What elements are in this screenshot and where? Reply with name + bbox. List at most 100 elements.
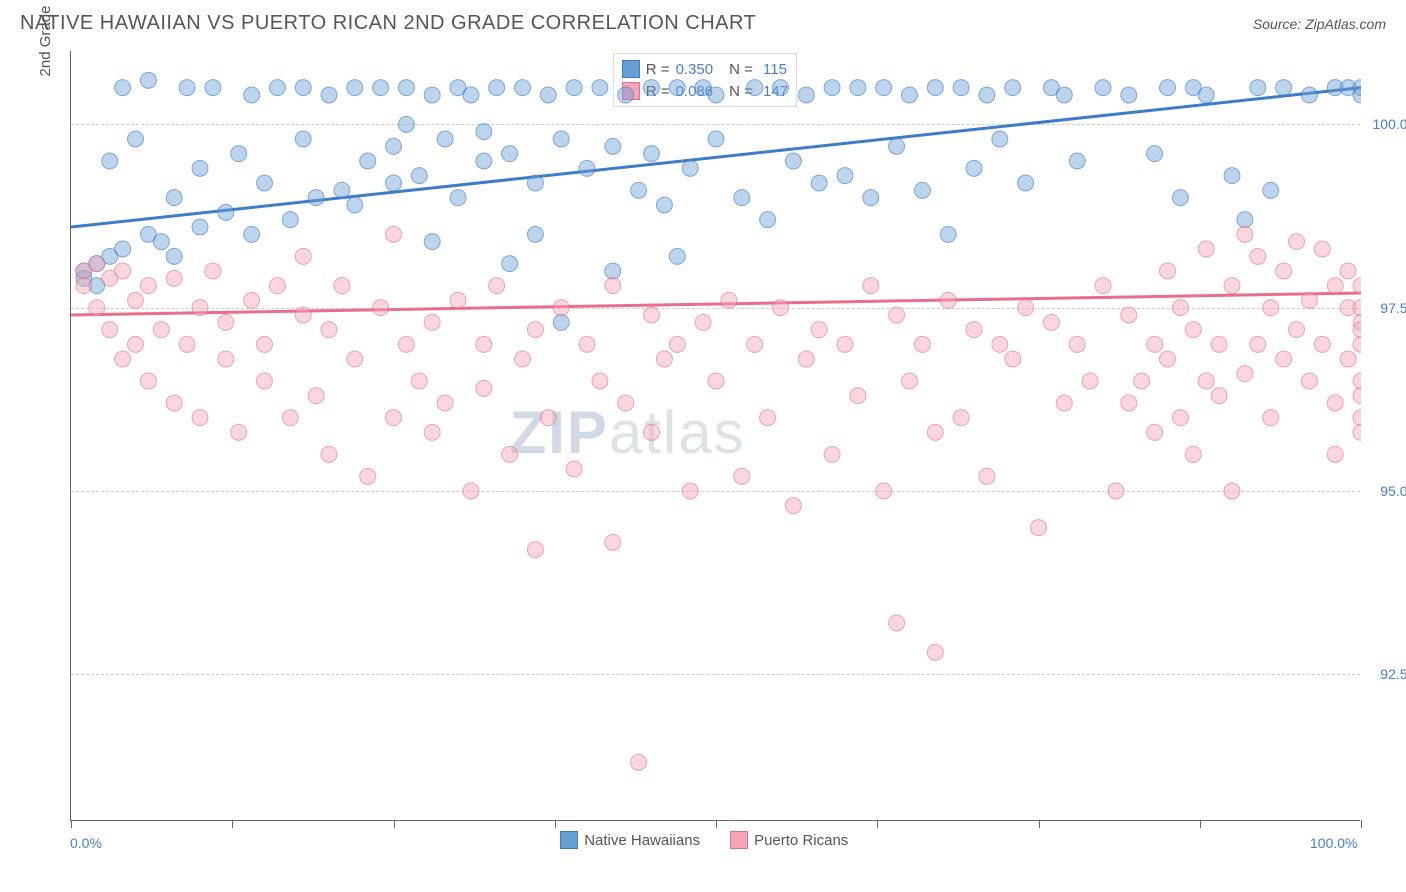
data-point (192, 300, 208, 316)
data-point (979, 87, 995, 103)
data-point (1121, 307, 1137, 323)
y-tick-label: 92.5% (1380, 666, 1406, 682)
data-point (631, 754, 647, 770)
data-point (76, 278, 92, 294)
data-point (876, 80, 892, 96)
data-point (1056, 395, 1072, 411)
legend-item: Native Hawaiians (560, 831, 700, 849)
data-point (476, 380, 492, 396)
data-point (1198, 373, 1214, 389)
data-point (553, 314, 569, 330)
data-point (269, 80, 285, 96)
data-point (850, 80, 866, 96)
data-point (592, 373, 608, 389)
data-point (927, 644, 943, 660)
data-point (1147, 336, 1163, 352)
data-point (1301, 87, 1317, 103)
data-point (1340, 263, 1356, 279)
trend-line (71, 293, 1361, 315)
data-point (579, 160, 595, 176)
data-point (1043, 314, 1059, 330)
data-point (205, 80, 221, 96)
data-point (1198, 241, 1214, 257)
data-point (347, 80, 363, 96)
data-point (115, 351, 131, 367)
x-tick (394, 820, 395, 828)
data-point (1276, 80, 1292, 96)
data-point (450, 190, 466, 206)
data-point (218, 204, 234, 220)
x-tick (555, 820, 556, 828)
data-point (179, 80, 195, 96)
data-point (760, 212, 776, 228)
data-point (386, 175, 402, 191)
data-point (1353, 373, 1361, 389)
data-point (734, 190, 750, 206)
data-point (244, 292, 260, 308)
data-point (1224, 168, 1240, 184)
data-point (902, 373, 918, 389)
data-point (527, 226, 543, 242)
data-point (1069, 153, 1085, 169)
y-tick-label: 97.5% (1380, 300, 1406, 316)
data-point (1301, 292, 1317, 308)
data-point (231, 146, 247, 162)
data-point (1327, 395, 1343, 411)
data-point (1095, 80, 1111, 96)
data-point (1160, 80, 1176, 96)
data-point (798, 351, 814, 367)
data-point (798, 87, 814, 103)
data-point (115, 80, 131, 96)
x-tick (1200, 820, 1201, 828)
data-point (824, 80, 840, 96)
data-point (1263, 182, 1279, 198)
data-point (295, 307, 311, 323)
data-point (295, 248, 311, 264)
data-point (102, 322, 118, 338)
data-point (1340, 351, 1356, 367)
data-point (373, 300, 389, 316)
data-point (231, 424, 247, 440)
data-point (631, 182, 647, 198)
x-axis-label-right: 100.0% (1310, 835, 1357, 851)
x-tick (1039, 820, 1040, 828)
data-point (979, 468, 995, 484)
data-point (553, 300, 569, 316)
data-point (695, 314, 711, 330)
data-point (1005, 351, 1021, 367)
data-point (708, 373, 724, 389)
data-point (476, 124, 492, 140)
data-point (1082, 373, 1098, 389)
data-point (257, 175, 273, 191)
data-point (644, 80, 660, 96)
data-point (347, 351, 363, 367)
data-point (476, 153, 492, 169)
data-point (192, 219, 208, 235)
legend-label: Native Hawaiians (584, 832, 700, 849)
x-tick (71, 820, 72, 828)
legend-swatch (730, 831, 748, 849)
data-point (1095, 278, 1111, 294)
data-point (708, 87, 724, 103)
data-point (1160, 263, 1176, 279)
data-point (166, 248, 182, 264)
data-point (644, 424, 660, 440)
data-point (476, 336, 492, 352)
data-point (605, 263, 621, 279)
data-point (89, 256, 105, 272)
data-point (153, 322, 169, 338)
data-point (205, 263, 221, 279)
data-point (656, 351, 672, 367)
data-point (940, 226, 956, 242)
data-point (115, 263, 131, 279)
data-point (527, 542, 543, 558)
data-point (244, 226, 260, 242)
data-point (140, 72, 156, 88)
data-point (463, 483, 479, 499)
data-point (1198, 87, 1214, 103)
data-point (618, 87, 634, 103)
data-point (863, 278, 879, 294)
data-point (747, 80, 763, 96)
data-point (515, 351, 531, 367)
x-tick (232, 820, 233, 828)
